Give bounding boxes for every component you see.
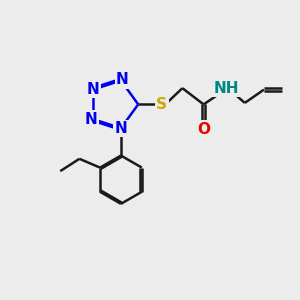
- Text: N: N: [85, 112, 98, 127]
- Text: N: N: [116, 73, 129, 88]
- Text: NH: NH: [214, 81, 239, 96]
- Text: N: N: [115, 121, 127, 136]
- Text: S: S: [156, 97, 167, 112]
- Text: O: O: [197, 122, 210, 136]
- Text: N: N: [87, 82, 99, 97]
